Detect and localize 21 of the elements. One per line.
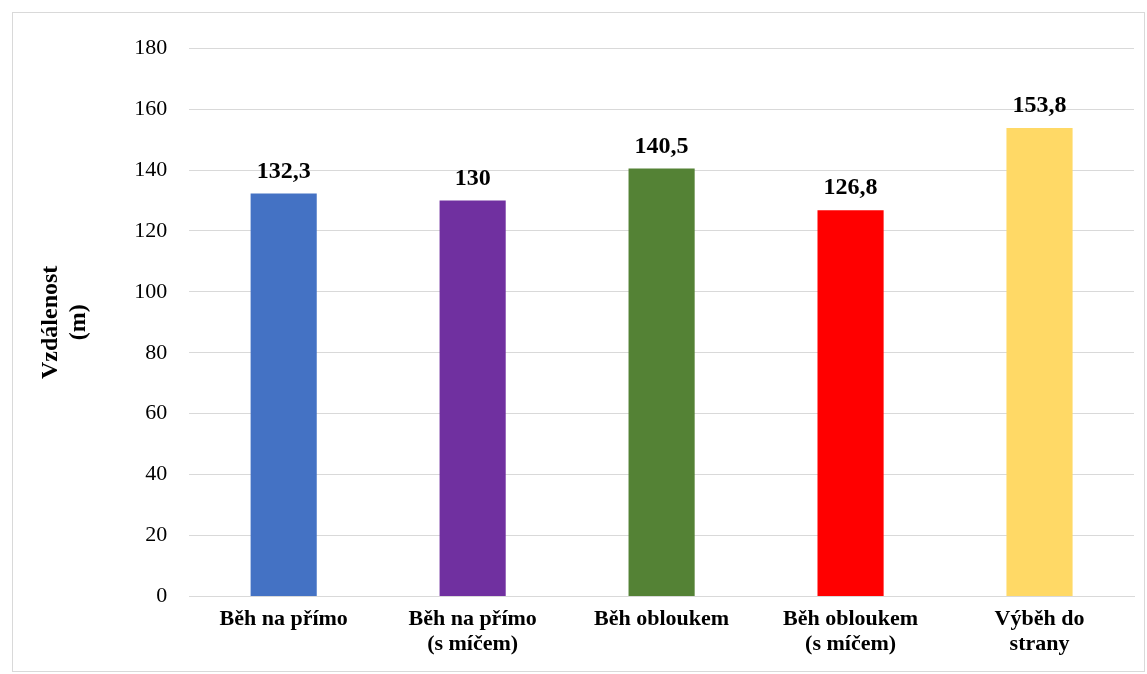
- data-label: 153,8: [1012, 91, 1067, 118]
- y-axis-title: Vzdálenost (m): [36, 265, 90, 379]
- x-tick-label: Běh na přímo: [219, 604, 348, 630]
- x-tick-label: Běh obloukem: [594, 604, 730, 630]
- data-label: 140,5: [634, 131, 689, 158]
- y-tick-label: 160: [134, 94, 168, 120]
- y-tick-label: 60: [145, 399, 168, 425]
- y-tick-label: 40: [145, 460, 168, 486]
- data-label: 132,3: [256, 156, 311, 183]
- y-tick-label: 100: [134, 277, 168, 303]
- y-tick-label: 120: [134, 216, 168, 242]
- y-tick-label: 0: [156, 582, 168, 608]
- x-tick-label: Běh obloukem (s míčem): [783, 604, 919, 656]
- data-label: 130: [454, 163, 491, 190]
- x-tick-label: Výběh do strany: [994, 604, 1085, 656]
- y-tick-label: 140: [134, 155, 168, 181]
- y-tick-label: 180: [134, 33, 168, 59]
- x-tick-label: Běh na přímo (s míčem): [408, 604, 537, 656]
- y-tick-label: 80: [145, 338, 168, 364]
- data-label: 126,8: [823, 173, 878, 200]
- y-tick-label: 20: [145, 521, 168, 547]
